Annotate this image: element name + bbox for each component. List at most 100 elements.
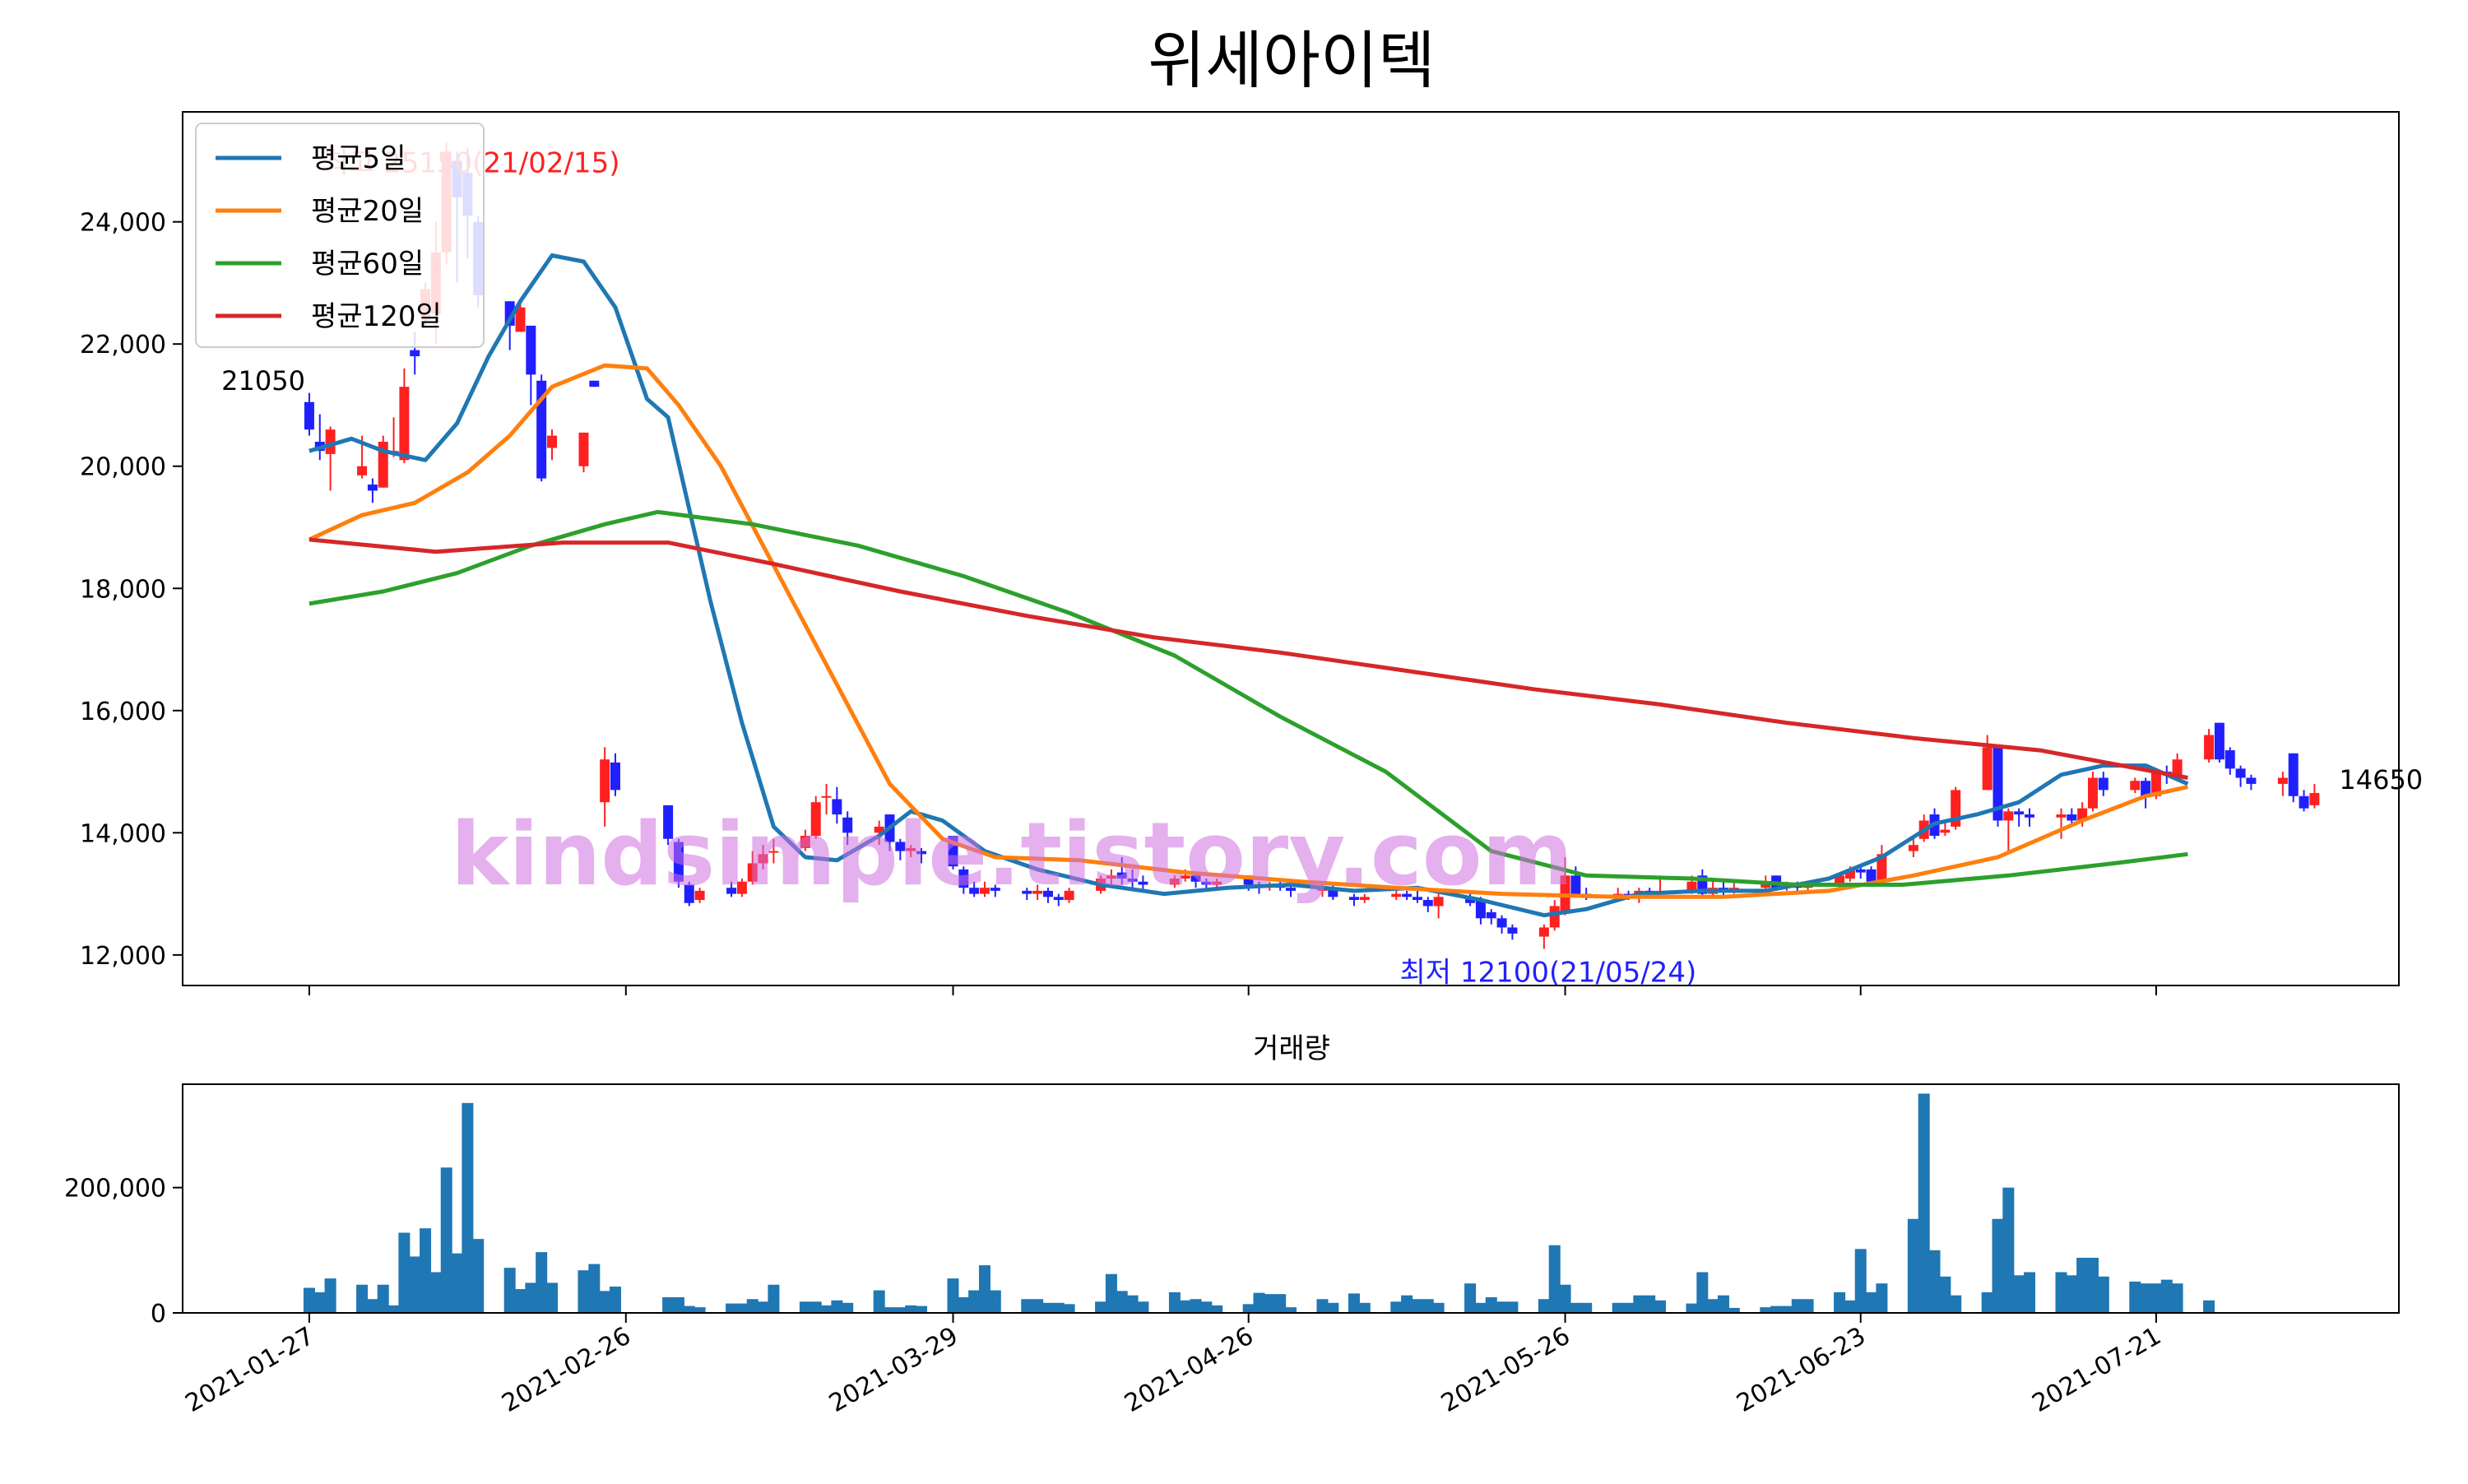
volume-bar [1559,1284,1571,1313]
volume-bar [2171,1283,2183,1313]
candle-body [1286,888,1296,891]
candle-body [515,307,526,332]
candle-body [663,805,674,839]
price-frame [182,111,2400,986]
volume-bar [1052,1302,1065,1313]
volume-bar [916,1305,927,1313]
candle-body [1412,897,1422,901]
candle-body [2025,814,2034,818]
volume-bar [1981,1292,1993,1313]
candle-body [979,888,990,894]
candle-body [1422,900,1433,907]
candle-body [547,435,557,448]
volume-bar [1021,1299,1033,1313]
candle-body [1180,875,1190,879]
volume-bar [1506,1301,1519,1313]
volume-bar [1854,1249,1867,1313]
volume-bar [462,1102,474,1313]
volume-bar [1580,1302,1593,1313]
volume-bar [599,1291,611,1313]
volume-bar [1285,1307,1297,1313]
candle-body [1053,897,1064,901]
candle-body [1549,906,1560,928]
candle-body [2141,781,2151,796]
candle-body [367,485,378,491]
volume-bar [588,1264,601,1313]
volume-bar [536,1252,548,1313]
volume-bar [873,1290,885,1313]
volume-bar [2140,1283,2152,1313]
volume-y-tick-label: 200,000 [64,1175,166,1203]
candle-body [1835,875,1845,885]
volume-bar [1063,1304,1075,1313]
candle-body [990,888,1000,891]
x-tick-label: 2021-05-26 [1436,1322,1575,1418]
y-tick-label: 16,000 [80,698,166,726]
candle-body [578,432,589,466]
volume-bar [1137,1301,1149,1313]
volume-bar [366,1299,378,1313]
y-tick-label: 14,000 [80,819,166,848]
candle-body [768,851,779,853]
volume-bar [1780,1305,1793,1313]
volume-bar [1612,1302,1624,1313]
candle-body [1433,897,1444,907]
candle-body [2087,777,2098,809]
volume-bar [810,1301,822,1313]
volume-bar [409,1256,421,1313]
price-panel: 위세아이텍 12,000 14,000 16,000 18,000 20,000 22,00… [80,24,2423,989]
candle-body [874,826,884,833]
volume-bar [1242,1304,1255,1313]
volume-bar [1717,1295,1729,1313]
legend-label: 평균5일 [311,142,406,175]
candle-body [1908,845,1918,851]
volume-bar [1264,1294,1276,1313]
candle-body [1855,869,1866,873]
volume-bar [2086,1257,2099,1313]
candle-body [2277,777,2288,784]
candle-body [832,799,842,815]
candle-body [1064,890,1074,901]
volume-bar [451,1253,463,1313]
candle-body [1866,869,1877,882]
candle-body [1032,890,1043,894]
volume-bar [1654,1300,1666,1313]
volume-bar [1707,1299,1719,1313]
candle-body [2235,768,2246,778]
candle-body [906,847,916,851]
candle-body [1212,881,1222,885]
volume-bar [356,1284,369,1313]
volume-bar [313,1292,326,1313]
candle-body [821,795,832,798]
volume-bar [2150,1283,2162,1313]
volume-bar [1686,1303,1698,1313]
volume-bar [894,1307,907,1313]
y-tick-label: 18,000 [80,575,166,604]
volume-bar [1179,1300,1191,1313]
volume-bar [1844,1300,1856,1313]
volume-bar [989,1290,1001,1313]
volume-bar [1538,1299,1550,1313]
volume-bar [683,1305,695,1313]
candle-body [600,759,610,803]
volume-bar [1390,1301,1403,1313]
candle-body [1402,893,1413,897]
y-tick-label: 12,000 [80,942,166,971]
last-close-label: 14650 [2339,764,2423,795]
candle-body [2014,811,2025,815]
volume-bar [1464,1283,1477,1313]
volume-bar [1095,1301,1107,1313]
candle-body [1486,911,1496,919]
legend-box [195,123,485,348]
volume-bar [398,1232,411,1313]
first-close-label: 21050 [221,365,305,397]
candle-body [1106,875,1116,879]
volume-bar [1728,1307,1740,1313]
candle-body [589,380,600,387]
candle-body [2204,735,2215,760]
volume-bar [429,1272,442,1313]
volume-bar [420,1228,432,1313]
volume-bar [831,1300,843,1313]
volume-bar [842,1302,854,1313]
